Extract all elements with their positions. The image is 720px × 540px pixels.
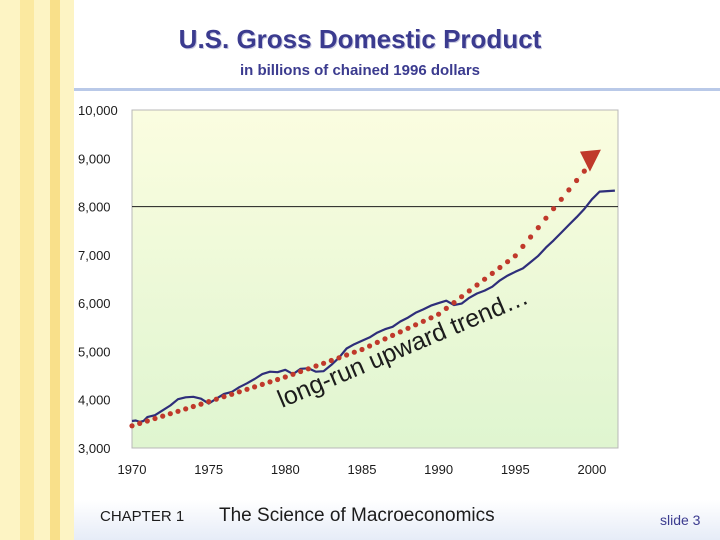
trend-dot [390,332,396,338]
x-tick-label: 1995 [501,462,530,477]
trend-dot [505,259,511,265]
trend-dot [459,294,465,300]
trend-dot [558,196,564,202]
trend-dot [528,234,534,240]
trend-dot [482,276,488,282]
trend-dot [298,368,304,375]
trend-dot [535,225,541,231]
x-tick-label: 1980 [271,462,300,477]
trend-dot [451,300,457,306]
trend-dot [244,386,250,392]
trend-dot [167,411,173,417]
trend-dot [581,168,587,174]
trend-dot [198,401,204,407]
trend-dot [489,270,495,276]
trend-dot [144,418,150,424]
trend-dot [543,215,549,221]
trend-dot [190,403,196,410]
trend-dot [344,352,350,358]
footer-slide-number: slide 3 [660,512,701,528]
x-tick-label: 1990 [424,462,453,477]
trend-dot [252,384,258,390]
x-tick-label: 1970 [118,462,147,477]
y-tick-label: 9,000 [78,151,111,166]
y-tick-label: 6,000 [78,296,111,311]
trend-dot [413,322,419,328]
trend-dot [497,264,503,271]
trend-dot [405,325,411,331]
trend-dot [259,381,265,387]
trend-dot [566,187,572,193]
x-tick-label: 2000 [577,462,606,477]
gdp-series-line [131,189,615,423]
y-tick-label: 8,000 [78,200,111,215]
plot-area [131,109,619,449]
trend-dot [321,360,327,366]
trend-dot [436,311,442,317]
trend-dot [282,374,288,380]
y-tick-label: 3,000 [78,441,111,456]
trend-dot [551,206,557,212]
trend-dot [305,366,311,372]
y-tick-label: 7,000 [78,248,111,263]
x-tick-label: 1985 [348,462,377,477]
trend-dot [443,305,449,311]
trend-dot [206,399,212,405]
trend-dot [267,379,273,385]
trend-dot [336,355,342,361]
trend-dot [574,177,580,184]
trend-dot [137,420,143,426]
trend-dot [520,243,526,249]
trend-dot [420,318,426,324]
trend-dot [236,389,242,395]
y-tick-label: 10,000 [78,103,118,118]
trend-dot [213,396,219,402]
title-divider [74,88,720,91]
trend-dot [290,371,296,377]
trend-dot [374,339,380,345]
trend-dot [474,282,480,288]
trend-dot [129,423,135,429]
x-tick-label: 1975 [194,462,223,477]
trend-dot [160,413,166,419]
footer-chapter: CHAPTER 1 [100,508,185,525]
trend-dot [175,408,181,414]
trend-dot [359,346,365,353]
trend-dot [152,415,158,422]
slide-subtitle: in billions of chained 1996 dollars [239,62,481,79]
trend-dot [183,406,189,412]
trend-dot [397,329,403,335]
slide-title: U.S. Gross Domestic Product [178,24,542,54]
trend-dot [275,376,281,383]
footer-bar [74,490,720,540]
trend-dot [367,343,373,349]
y-tick-label: 5,000 [78,344,111,359]
trend-dot [428,315,434,321]
trend-dot [382,336,388,342]
trend-dot [313,363,319,369]
y-tick-label: 4,000 [78,393,111,408]
trend-dot [328,357,334,364]
decorative-side-stripe [0,0,74,540]
trend-dot [221,394,227,400]
trend-dot [229,391,235,397]
footer-course-title: The Science of Macroeconomics [219,505,495,526]
trend-dot [466,288,472,294]
trend-dot [512,253,518,259]
trend-dot [351,349,357,355]
trend-arrowhead-icon [579,149,601,172]
